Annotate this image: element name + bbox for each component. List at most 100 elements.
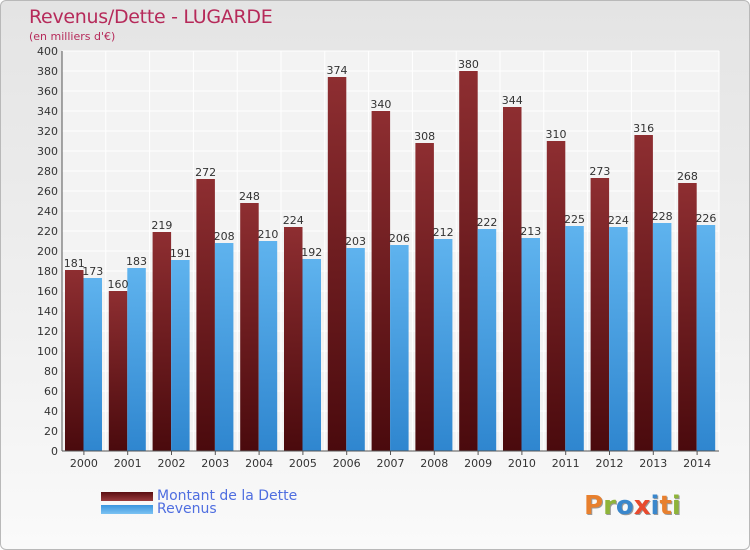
x-tick-label: 2012 <box>596 457 624 470</box>
data-label: 248 <box>239 190 260 203</box>
proxiti-logo: Proxiti <box>584 491 681 521</box>
legend-swatch-revenue <box>101 504 153 514</box>
data-label: 208 <box>214 230 235 243</box>
data-label: 210 <box>257 228 278 241</box>
bar-revenue <box>214 243 234 451</box>
bar-revenue <box>477 229 497 451</box>
x-tick-label: 2009 <box>464 457 492 470</box>
bar-debt <box>284 227 303 451</box>
y-tick-label: 160 <box>37 285 58 298</box>
bar-debt <box>503 107 522 451</box>
data-label: 268 <box>677 170 698 183</box>
data-label: 183 <box>126 255 147 268</box>
bar-revenue <box>696 225 716 451</box>
x-tick-label: 2003 <box>201 457 229 470</box>
y-tick-label: 60 <box>44 385 58 398</box>
bar-debt <box>590 178 610 451</box>
data-label: 191 <box>170 247 191 260</box>
data-label: 192 <box>301 246 322 259</box>
bar-revenue <box>127 268 146 451</box>
y-tick-label: 380 <box>37 65 58 78</box>
x-tick-label: 2000 <box>70 457 98 470</box>
chart-subtitle: (en milliers d'€) <box>29 30 116 43</box>
y-tick-label: 360 <box>37 85 58 98</box>
bar-debt <box>196 179 215 451</box>
y-tick-label: 300 <box>37 145 58 158</box>
x-tick-label: 2011 <box>552 457 580 470</box>
data-label: 181 <box>64 257 85 270</box>
data-label: 213 <box>520 225 541 238</box>
data-label: 344 <box>502 94 523 107</box>
bar-revenue <box>390 245 409 451</box>
bar-debt <box>678 183 697 451</box>
bar-revenue <box>346 248 365 451</box>
x-tick-label: 2007 <box>377 457 405 470</box>
x-tick-label: 2001 <box>114 457 142 470</box>
bar-revenue <box>171 260 190 451</box>
y-tick-label: 280 <box>37 165 58 178</box>
bar-debt <box>240 203 259 451</box>
legend-item-revenue: Revenus <box>101 501 217 517</box>
logo-letter: P <box>584 491 604 521</box>
logo-letter: r <box>603 491 616 521</box>
y-tick-label: 20 <box>44 425 58 438</box>
bar-debt <box>65 270 84 451</box>
bar-debt <box>546 141 566 451</box>
x-tick-label: 2013 <box>639 457 667 470</box>
data-label: 225 <box>564 213 585 226</box>
x-tick-label: 2005 <box>289 457 317 470</box>
bar-revenue <box>565 226 584 451</box>
data-label: 228 <box>652 210 673 223</box>
data-label: 206 <box>389 232 410 245</box>
data-label: 224 <box>283 214 304 227</box>
x-tick-label: 2010 <box>508 457 536 470</box>
y-tick-label: 400 <box>37 45 58 58</box>
bar-debt <box>459 71 478 451</box>
y-tick-label: 40 <box>44 405 58 418</box>
data-label: 308 <box>414 130 435 143</box>
data-label: 160 <box>108 278 129 291</box>
y-tick-label: 200 <box>37 245 58 258</box>
logo-letter: t <box>659 491 672 521</box>
chart-title: Revenus/Dette - LUGARDE <box>29 6 273 28</box>
logo-letter: o <box>615 491 634 521</box>
data-label: 340 <box>370 98 391 111</box>
bar-revenue <box>652 223 672 451</box>
legend-label-revenue: Revenus <box>157 501 217 517</box>
bar-revenue <box>609 227 628 451</box>
data-label: 316 <box>633 122 654 135</box>
legend-label-debt: Montant de la Dette <box>157 488 298 504</box>
x-tick-label: 2004 <box>245 457 273 470</box>
data-label: 272 <box>195 166 216 179</box>
logo-letter: i <box>650 491 660 521</box>
legend-item-debt: Montant de la Dette <box>101 488 298 504</box>
x-tick-label: 2008 <box>420 457 448 470</box>
y-tick-label: 80 <box>44 365 58 378</box>
y-tick-label: 180 <box>37 265 58 278</box>
bar-debt <box>415 143 434 451</box>
y-tick-label: 140 <box>37 305 58 318</box>
data-label: 222 <box>476 216 497 229</box>
data-label: 310 <box>546 128 567 141</box>
bar-revenue <box>302 259 321 451</box>
data-label: 224 <box>608 214 629 227</box>
legend-swatch-debt <box>101 491 153 501</box>
bar-debt <box>152 232 172 451</box>
y-tick-label: 320 <box>37 125 58 138</box>
y-tick-label: 120 <box>37 325 58 338</box>
data-label: 173 <box>82 265 103 278</box>
data-label: 374 <box>327 64 348 77</box>
data-label: 226 <box>695 212 716 225</box>
data-label: 203 <box>345 235 366 248</box>
y-tick-label: 0 <box>51 445 58 458</box>
x-tick-label: 2014 <box>683 457 711 470</box>
data-label: 219 <box>151 219 172 232</box>
data-label: 273 <box>589 165 610 178</box>
bar-revenue <box>83 278 102 451</box>
data-label: 212 <box>433 226 454 239</box>
y-tick-label: 100 <box>37 345 58 358</box>
x-tick-label: 2006 <box>333 457 361 470</box>
bar-debt <box>327 77 347 451</box>
